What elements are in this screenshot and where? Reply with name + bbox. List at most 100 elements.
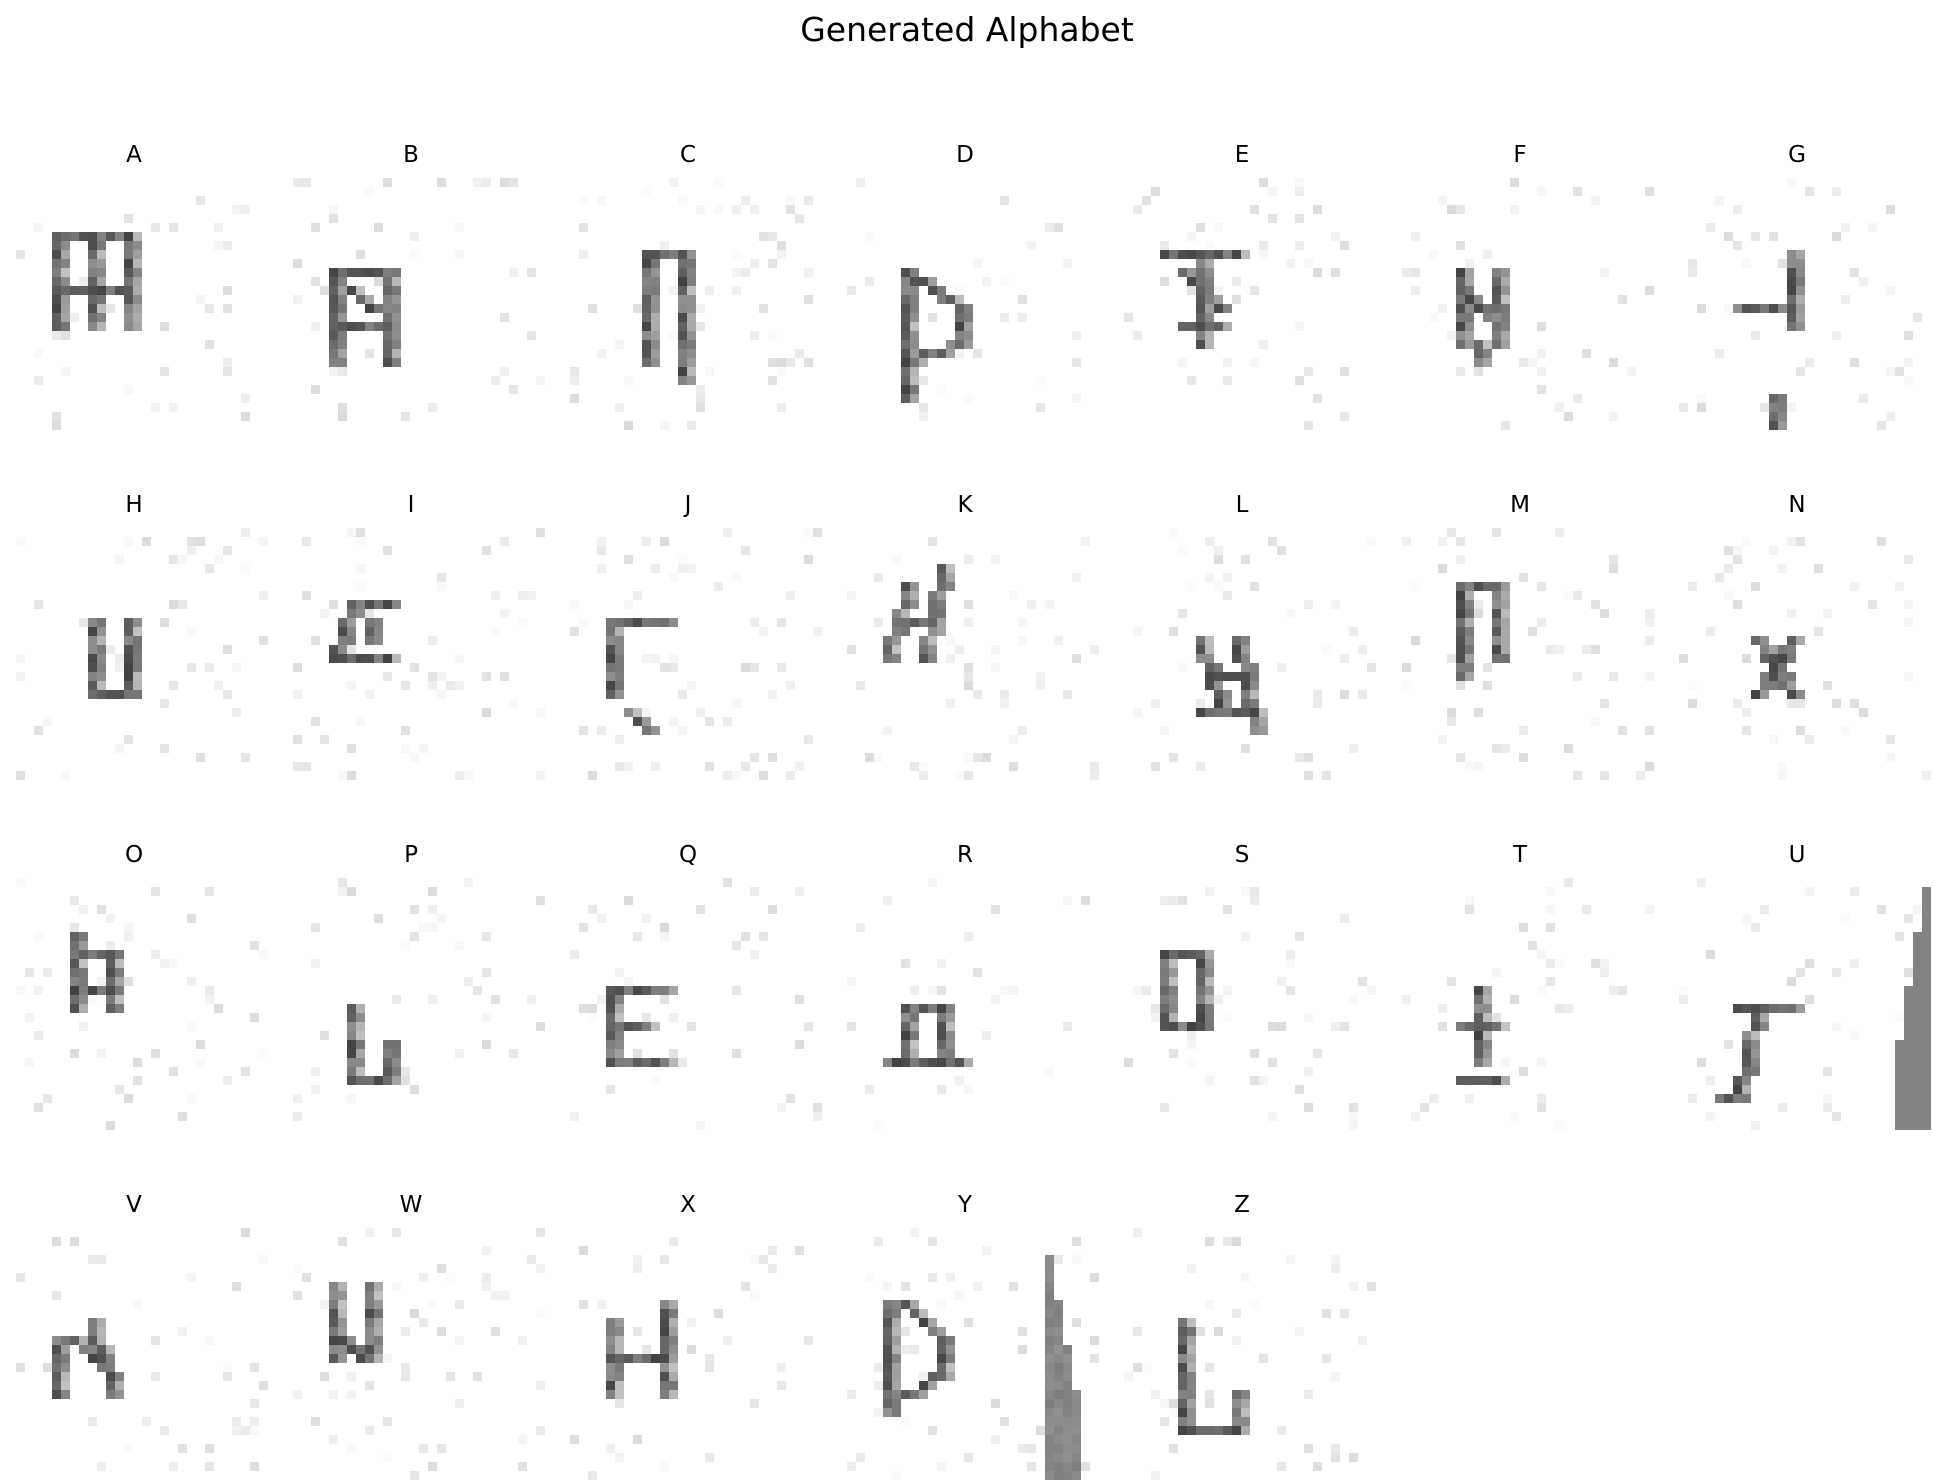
glyph-pixel	[25, 1058, 34, 1067]
glyph-pixel	[70, 968, 79, 977]
glyph-pixel	[964, 663, 973, 672]
glyph-pixel	[892, 555, 901, 564]
glyph-pixel	[741, 1282, 750, 1291]
glyph-pixel	[642, 295, 651, 304]
glyph-pixel	[1760, 636, 1769, 645]
glyph-pixel	[527, 331, 536, 340]
glyph-pixel	[1349, 744, 1358, 753]
glyph-pixel	[473, 986, 482, 995]
glyph-pixel	[293, 735, 302, 744]
glyph-pixel	[1787, 250, 1796, 259]
glyph-pixel	[1411, 582, 1420, 591]
glyph-pixel	[329, 277, 338, 286]
glyph-pixel	[428, 995, 437, 1004]
glyph-pixel	[124, 537, 133, 546]
glyph-pixel	[937, 600, 946, 609]
glyph-pixel	[1537, 1094, 1546, 1103]
glyph-pixel	[374, 636, 383, 645]
glyph-pixel	[1537, 950, 1546, 959]
glyph-pixel	[293, 1264, 302, 1273]
glyph-pixel	[374, 1282, 383, 1291]
glyph-pixel	[1036, 376, 1045, 385]
glyph-pixel	[1501, 1076, 1510, 1085]
glyph-pixel	[383, 1049, 392, 1058]
glyph-pixel	[97, 950, 106, 959]
glyph-pixel	[1250, 663, 1259, 672]
glyph-pixel	[1474, 1049, 1483, 1058]
glyph-pixel	[1133, 331, 1142, 340]
glyph-pixel	[491, 1327, 500, 1336]
glyph-pixel	[723, 528, 732, 537]
glyph-label: V	[126, 1192, 142, 1218]
glyph-pixel	[1259, 241, 1268, 250]
glyph-pixel	[910, 1004, 919, 1013]
glyph-pixel	[356, 1076, 365, 1085]
glyph-pixel	[1492, 277, 1501, 286]
glyph-pixel	[633, 1264, 642, 1273]
glyph-pixel	[1564, 412, 1573, 421]
glyph-pixel	[795, 762, 804, 771]
glyph-pixel	[687, 331, 696, 340]
glyph-pixel	[651, 340, 660, 349]
glyph-pixel	[955, 286, 964, 295]
glyph-pixel	[1492, 1022, 1501, 1031]
glyph-pixel	[97, 905, 106, 914]
glyph-pixel	[1706, 627, 1715, 636]
glyph-pixel	[1688, 699, 1697, 708]
glyph-pixel	[1205, 241, 1214, 250]
glyph-pixel	[1268, 1058, 1277, 1067]
glyph-pixel	[1223, 672, 1232, 681]
glyph-pixel	[43, 1094, 52, 1103]
glyph-label: R	[957, 842, 973, 868]
glyph-pixel	[1904, 1112, 1913, 1121]
glyph-pixel	[606, 1013, 615, 1022]
glyph-pixel	[1160, 1399, 1169, 1408]
glyph-pixel	[428, 636, 437, 645]
glyph-pixel	[678, 322, 687, 331]
glyph-pixel	[1160, 1004, 1169, 1013]
glyph-pixel	[1250, 699, 1259, 708]
glyph-pixel	[606, 1444, 615, 1453]
glyph-pixel	[1063, 1462, 1072, 1471]
glyph-pixel	[1313, 690, 1322, 699]
glyph-pixel	[178, 1327, 187, 1336]
glyph-pixel	[52, 304, 61, 313]
glyph-pixel	[1465, 582, 1474, 591]
glyph-pixel	[910, 762, 919, 771]
glyph-pixel	[374, 277, 383, 286]
glyph-pixel	[1223, 358, 1232, 367]
glyph-pixel	[1465, 627, 1474, 636]
glyph-pixel	[1054, 1471, 1063, 1480]
glyph-pixel	[1796, 259, 1805, 268]
glyph-pixel	[901, 1049, 910, 1058]
glyph-pixel	[1913, 1094, 1922, 1103]
glyph-pixel	[928, 1426, 937, 1435]
glyph-pixel	[991, 995, 1000, 1004]
glyph-pixel	[61, 322, 70, 331]
glyph-panel-r: R	[839, 840, 1091, 1132]
glyph-pixel	[865, 277, 874, 286]
glyph-pixel	[615, 1327, 624, 1336]
glyph-pixel	[311, 1085, 320, 1094]
glyph-pixel	[777, 1381, 786, 1390]
glyph-pixel	[1501, 421, 1510, 430]
glyph-pixel	[124, 214, 133, 223]
glyph-pixel	[1187, 1381, 1196, 1390]
glyph-pixel	[115, 232, 124, 241]
glyph-pixel	[901, 1417, 910, 1426]
glyph-pixel	[1187, 1399, 1196, 1408]
glyph-pixel	[88, 681, 97, 690]
glyph-pixel	[1009, 1282, 1018, 1291]
glyph-pixel	[919, 277, 928, 286]
glyph-pixel	[1178, 1390, 1187, 1399]
glyph-pixel	[1045, 1399, 1054, 1408]
glyph-pixel	[1054, 1318, 1063, 1327]
glyph-pixel	[705, 1354, 714, 1363]
glyph-pixel	[901, 1282, 910, 1291]
glyph-pixel	[991, 1435, 1000, 1444]
glyph-pixel	[633, 932, 642, 941]
glyph-pixel	[1769, 645, 1778, 654]
glyph-pixel	[901, 618, 910, 627]
glyph-pixel	[901, 1013, 910, 1022]
glyph-pixel	[338, 771, 347, 780]
